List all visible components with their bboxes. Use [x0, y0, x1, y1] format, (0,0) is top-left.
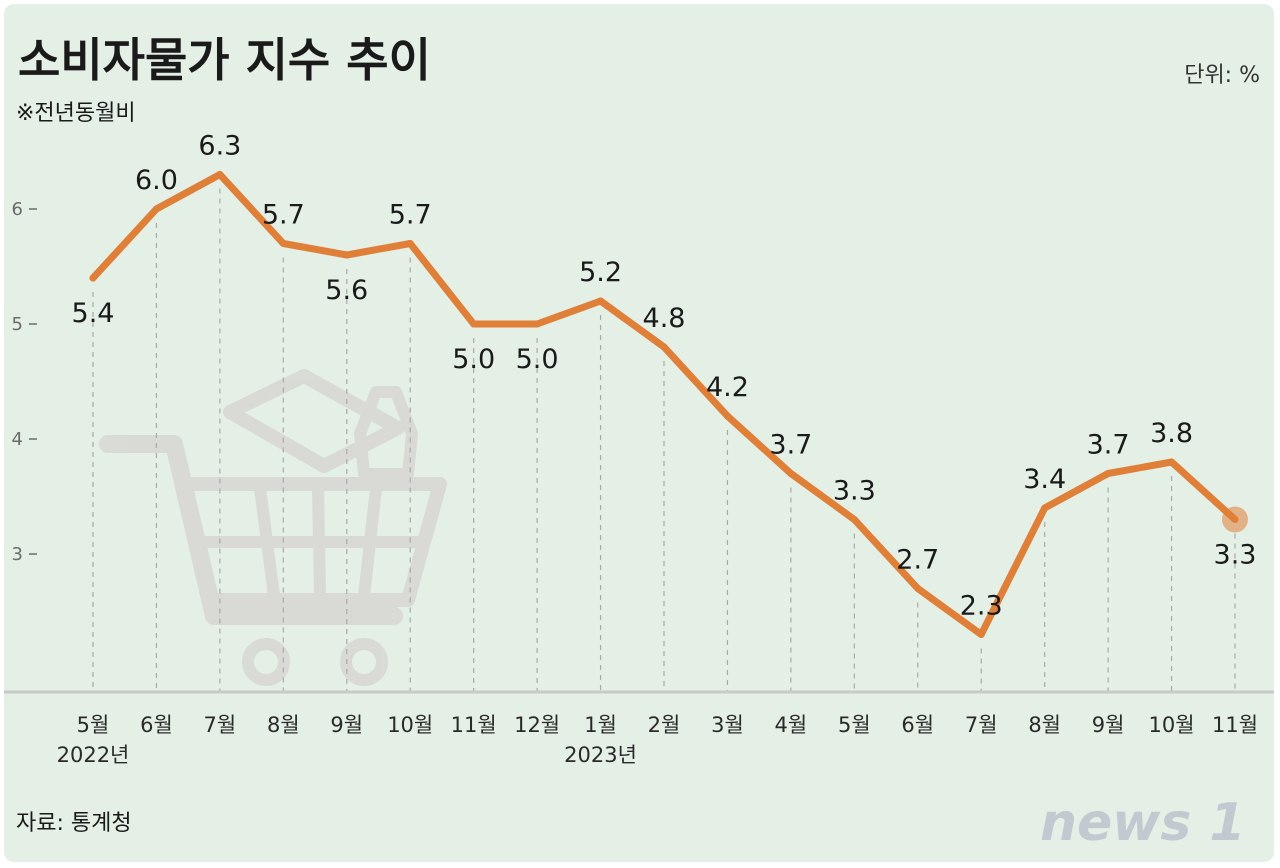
- chart-frame: 3 4 5 6 5월 2022년 6월 7월 8월 9월 10월 11월 12월 1월 2023년 2월 3월…: [4, 4, 1274, 862]
- y-tick-label-1: 4: [12, 429, 23, 450]
- x-tick-label-11: 4월: [775, 713, 808, 737]
- shopping-cart-watermark-icon: [99, 369, 447, 686]
- data-point-9: [660, 343, 668, 351]
- data-point-18: [1222, 506, 1248, 533]
- data-label-4: 5.6: [325, 275, 368, 306]
- chart-svg: 3 4 5 6 5월 2022년 6월 7월 8월 9월 10월 11월 12월 1월 2023년 2월 3월…: [4, 33, 1274, 853]
- data-point-3: [279, 240, 287, 247]
- data-points: [89, 171, 1248, 638]
- x-tick-label-0: 5월: [77, 713, 110, 737]
- x-year-label-0: 2022년: [57, 743, 130, 767]
- data-label-13: 2.7: [896, 545, 939, 576]
- x-tick-label-8: 1월: [584, 713, 617, 737]
- data-point-16: [1104, 470, 1112, 477]
- y-axis: 3 4 5 6: [12, 199, 37, 565]
- data-label-0: 5.4: [72, 298, 115, 329]
- x-tick-label-3: 8월: [267, 713, 300, 737]
- chart-title: 소비자물가 지수 추이: [18, 33, 431, 87]
- data-label-18: 3.3: [1214, 540, 1257, 571]
- x-year-label-8: 2023년: [564, 743, 637, 767]
- x-tick-label-9: 2월: [648, 713, 681, 737]
- news1-logo: news 1: [1040, 793, 1246, 853]
- x-tick-label-12: 5월: [838, 713, 871, 737]
- x-tick-label-10: 3월: [711, 713, 744, 737]
- data-label-10: 4.2: [706, 372, 749, 403]
- data-label-5: 5.7: [389, 200, 432, 231]
- data-label-9: 4.8: [643, 303, 686, 334]
- data-point-5: [406, 240, 414, 247]
- source-label: 자료: 통계청: [16, 811, 132, 836]
- data-point-13: [914, 585, 922, 592]
- data-labels: 5.4 6.0 6.3 5.7 5.6 5.7 5.0 5.0 5.2 4.8 4.2 3.7 3.3 2…: [72, 131, 1257, 622]
- x-tick-label-18: 11월: [1212, 713, 1258, 737]
- gridlines: [92, 188, 1236, 692]
- data-label-11: 3.7: [769, 430, 812, 461]
- x-tick-label-1: 6월: [140, 713, 173, 737]
- data-point-8: [597, 297, 605, 305]
- data-label-12: 3.3: [833, 476, 876, 507]
- x-tick-label-5: 10월: [387, 713, 433, 737]
- data-point-7: [533, 320, 541, 328]
- y-tick-label-0: 3: [12, 544, 23, 565]
- data-point-6: [470, 320, 478, 328]
- x-axis: 5월 2022년 6월 7월 8월 9월 10월 11월 12월 1월 2023년 2월 3월 4월 5월 6…: [57, 713, 1258, 767]
- data-label-6: 5.0: [452, 344, 495, 375]
- x-tick-label-15: 8월: [1028, 713, 1061, 737]
- data-label-3: 5.7: [262, 200, 305, 231]
- data-point-15: [1041, 504, 1049, 512]
- x-tick-label-13: 6월: [901, 713, 934, 737]
- data-point-10: [723, 412, 731, 420]
- data-label-7: 5.0: [516, 344, 559, 375]
- unit-label: 단위: %: [1184, 63, 1260, 88]
- data-point-0: [89, 274, 97, 282]
- x-tick-label-4: 9월: [330, 713, 363, 737]
- y-tick-label-3: 6: [12, 199, 23, 220]
- news1-logo-text: news 1: [1040, 793, 1246, 853]
- data-point-2: [216, 171, 224, 178]
- x-tick-label-16: 9월: [1092, 713, 1125, 737]
- data-point-12: [850, 516, 858, 523]
- data-label-17: 3.8: [1150, 418, 1193, 449]
- data-point-1: [152, 205, 160, 213]
- data-label-14: 2.3: [960, 591, 1003, 622]
- data-label-8: 5.2: [579, 257, 622, 288]
- data-label-15: 3.4: [1023, 464, 1066, 495]
- data-label-16: 3.7: [1087, 430, 1130, 461]
- chart-subtitle: ※전년동월비: [16, 101, 136, 126]
- x-tick-label-17: 10월: [1149, 713, 1195, 737]
- data-label-2: 6.3: [198, 131, 241, 162]
- data-point-17: [1168, 458, 1176, 466]
- y-tick-label-2: 5: [12, 314, 23, 335]
- data-point-4: [343, 251, 351, 259]
- x-tick-label-2: 7월: [204, 713, 237, 737]
- x-tick-label-7: 12월: [514, 713, 560, 737]
- x-tick-label-6: 11월: [451, 713, 497, 737]
- data-label-1: 6.0: [135, 165, 178, 196]
- data-point-11: [787, 470, 795, 477]
- data-point-14: [977, 631, 985, 638]
- x-tick-label-14: 7월: [965, 713, 998, 737]
